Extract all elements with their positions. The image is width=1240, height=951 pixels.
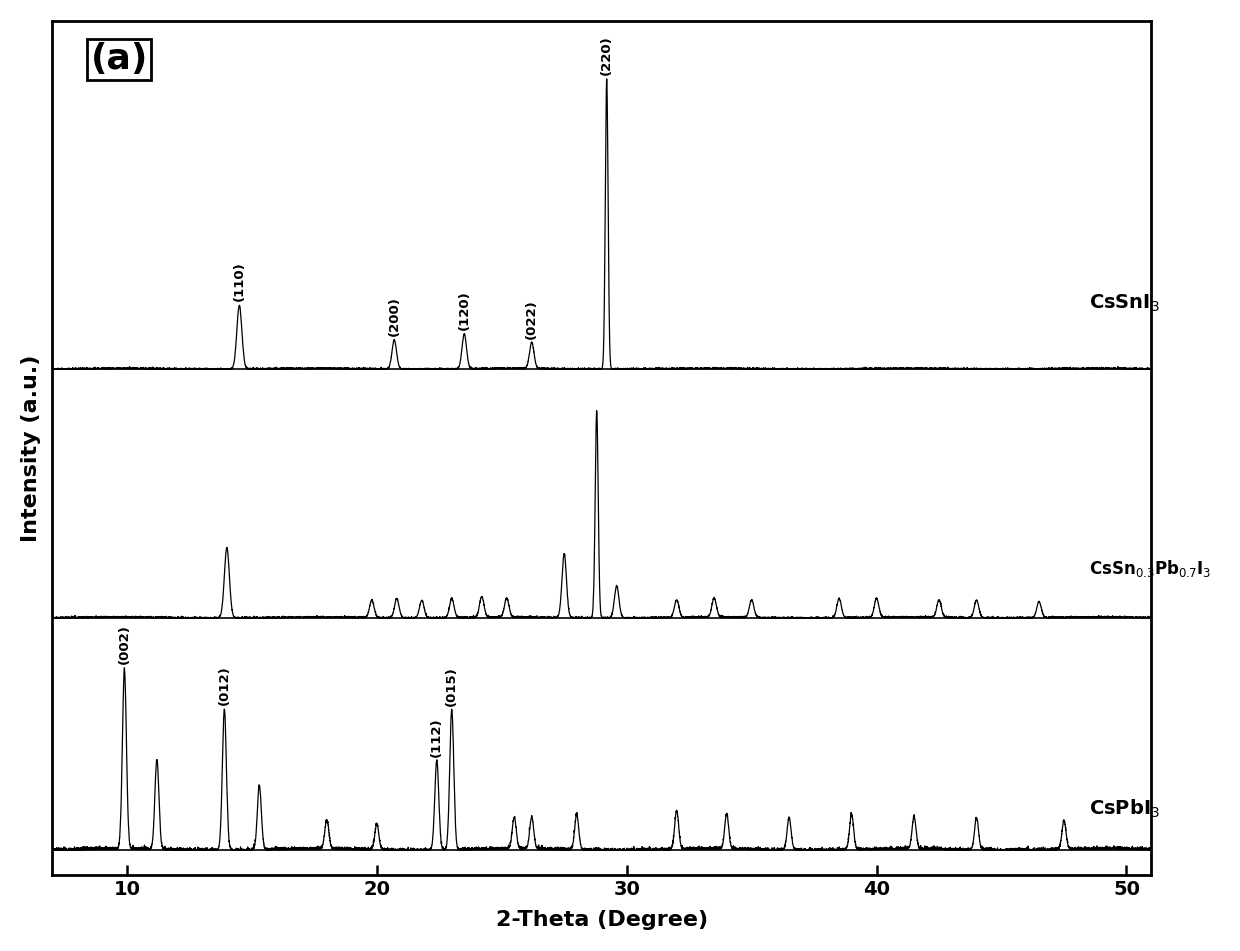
Text: (a): (a)	[91, 42, 148, 76]
Text: (120): (120)	[458, 290, 471, 330]
Text: (200): (200)	[388, 296, 401, 336]
Text: (022): (022)	[526, 299, 538, 339]
Text: (015): (015)	[445, 666, 459, 706]
X-axis label: 2-Theta (Degree): 2-Theta (Degree)	[496, 910, 708, 930]
Text: CsSn$_{0.3}$Pb$_{0.7}$I$_3$: CsSn$_{0.3}$Pb$_{0.7}$I$_3$	[1089, 558, 1211, 579]
Text: (012): (012)	[218, 666, 231, 705]
Text: (112): (112)	[430, 717, 443, 756]
Text: CsPbI$_3$: CsPbI$_3$	[1089, 798, 1161, 820]
Text: (220): (220)	[600, 35, 614, 75]
Text: (002): (002)	[118, 624, 131, 664]
Text: (110): (110)	[233, 262, 246, 301]
Y-axis label: Intensity (a.u.): Intensity (a.u.)	[21, 355, 41, 542]
Text: CsSnI$_3$: CsSnI$_3$	[1089, 292, 1159, 314]
